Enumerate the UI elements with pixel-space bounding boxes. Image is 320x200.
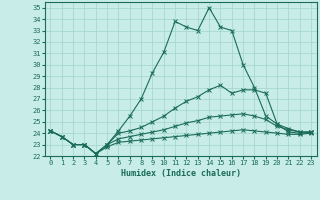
X-axis label: Humidex (Indice chaleur): Humidex (Indice chaleur) <box>121 169 241 178</box>
